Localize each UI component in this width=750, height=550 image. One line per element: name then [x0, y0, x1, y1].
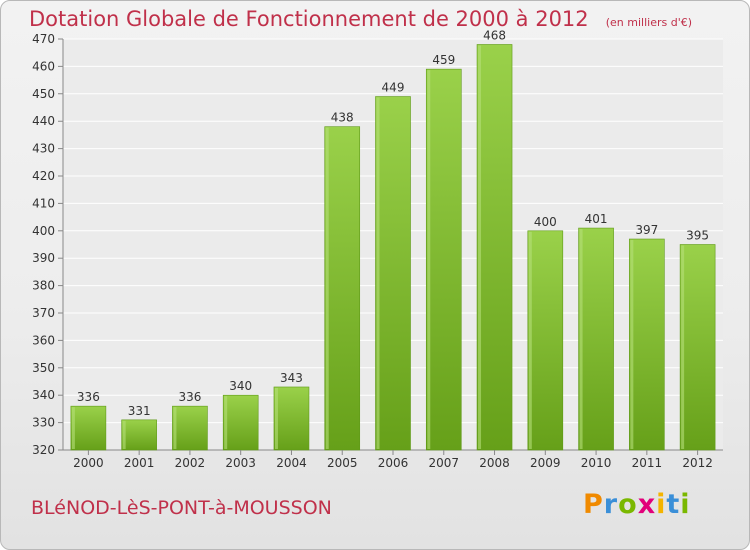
logo-letter: i — [656, 489, 667, 520]
y-tick-label: 450 — [32, 87, 55, 101]
bar-highlight — [274, 387, 278, 449]
x-tick-label: 2002 — [175, 456, 206, 470]
bar-value-label: 336 — [178, 390, 201, 404]
bar-highlight — [173, 407, 177, 449]
bar-highlight — [681, 245, 685, 449]
x-tick-label: 2011 — [632, 456, 663, 470]
logo-letter: r — [603, 489, 619, 520]
x-tick-label: 2009 — [530, 456, 561, 470]
y-tick-label: 370 — [32, 306, 55, 320]
bar — [121, 419, 157, 451]
y-tick-label: 390 — [32, 251, 55, 265]
logo-letter: i — [680, 489, 691, 520]
bar-value-label: 336 — [77, 390, 100, 404]
x-tick-label: 2001 — [124, 456, 155, 470]
bar — [222, 394, 259, 451]
commune-name: BLéNOD-LèS-PONT-à-MOUSSON — [31, 497, 332, 519]
bar — [679, 244, 716, 451]
bar — [476, 44, 513, 451]
x-tick-label: 2010 — [581, 456, 612, 470]
y-tick-label: 410 — [32, 196, 55, 210]
bar-value-label: 395 — [686, 229, 709, 243]
bar-value-label: 397 — [635, 223, 658, 237]
bar-value-label: 459 — [432, 53, 455, 67]
bar — [273, 386, 310, 451]
bar — [578, 227, 614, 451]
chart-title: Dotation Globale de Fonctionnement de 20… — [29, 7, 589, 31]
logo-letter: P — [583, 489, 604, 520]
title-row: Dotation Globale de Fonctionnement de 20… — [29, 7, 692, 31]
bar — [425, 68, 462, 451]
bar-highlight — [122, 420, 126, 449]
y-tick-label: 340 — [32, 388, 55, 402]
x-tick-label: 2004 — [276, 456, 307, 470]
x-tick-label: 2006 — [378, 456, 409, 470]
bar-highlight — [376, 97, 380, 449]
bar-value-label: 468 — [483, 28, 506, 42]
bar-highlight — [71, 407, 75, 449]
x-tick-label: 2008 — [479, 456, 510, 470]
logo-letter: o — [618, 489, 638, 520]
bar-value-label: 340 — [229, 379, 252, 393]
y-tick-label: 430 — [32, 142, 55, 156]
bar-highlight — [224, 396, 228, 449]
y-tick-label: 440 — [32, 114, 55, 128]
y-tick-label: 460 — [32, 59, 55, 73]
y-tick-label: 360 — [32, 333, 55, 347]
y-tick-label: 330 — [32, 416, 55, 430]
bar — [324, 126, 361, 451]
y-tick-label: 320 — [32, 443, 55, 457]
logo-letter: x — [637, 489, 657, 520]
bar-highlight — [630, 240, 634, 449]
bar-value-label: 449 — [382, 81, 405, 95]
x-tick-label: 2012 — [682, 456, 713, 470]
y-tick-label: 470 — [32, 32, 55, 46]
bar-value-label: 331 — [128, 404, 151, 418]
bar-highlight — [528, 231, 532, 449]
bar-value-label: 438 — [331, 111, 354, 125]
bar — [375, 96, 411, 451]
bar — [629, 238, 665, 451]
logo-letter: t — [666, 489, 681, 520]
bar-highlight — [579, 229, 583, 449]
bar-highlight — [325, 127, 329, 450]
x-tick-label: 2003 — [225, 456, 256, 470]
bar — [70, 405, 107, 451]
x-tick-label: 2005 — [327, 456, 358, 470]
x-tick-label: 2000 — [73, 456, 104, 470]
bar-value-label: 400 — [534, 215, 557, 229]
y-tick-label: 380 — [32, 279, 55, 293]
y-tick-label: 350 — [32, 361, 55, 375]
y-tick-label: 420 — [32, 169, 55, 183]
bar — [527, 230, 564, 451]
bar-value-label: 343 — [280, 371, 303, 385]
bar-highlight — [427, 70, 431, 449]
x-tick-label: 2007 — [428, 456, 459, 470]
bar — [172, 405, 208, 451]
chart-subtitle: (en milliers d'€) — [605, 16, 693, 29]
bar-value-label: 401 — [585, 212, 608, 226]
proxiti-logo: Proxiti — [583, 489, 691, 520]
bar-highlight — [478, 45, 482, 449]
y-tick-label: 400 — [32, 224, 55, 238]
